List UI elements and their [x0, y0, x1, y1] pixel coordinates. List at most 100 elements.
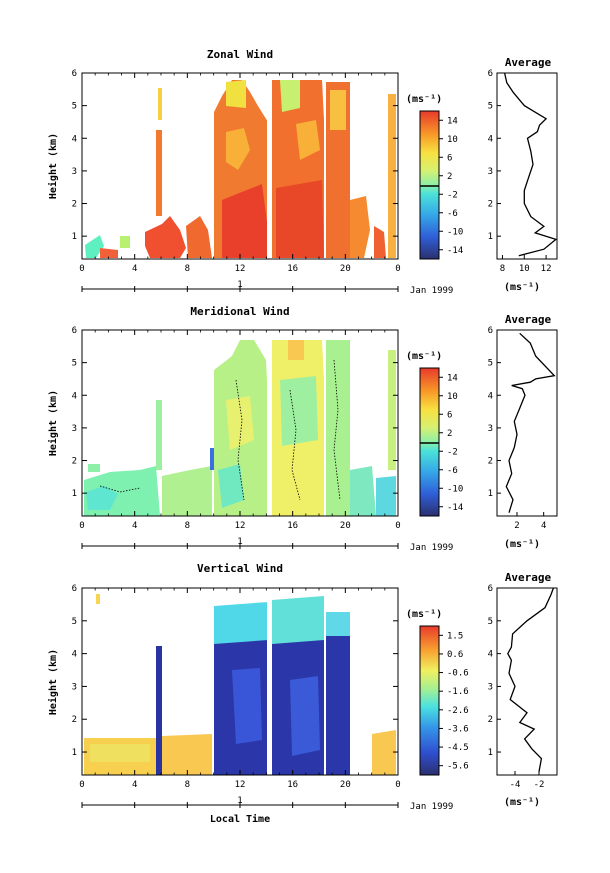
- y-axis-label: Height (km): [47, 649, 59, 715]
- average-x-tick-label: 10: [519, 264, 530, 274]
- x-tick-label: 12: [235, 521, 246, 531]
- y-tick-label: 3: [72, 682, 77, 692]
- average-y-tick-label: 2: [488, 715, 493, 725]
- field-block: [280, 80, 300, 112]
- y-tick-label: 1: [72, 748, 77, 758]
- field-block: [156, 646, 162, 775]
- average-y-tick-label: 2: [488, 200, 493, 210]
- data-gap: [267, 338, 272, 518]
- field-block: [232, 668, 262, 744]
- field-block: [120, 236, 130, 248]
- x-tick-label: 0: [395, 780, 400, 790]
- y-tick-label: 6: [72, 326, 77, 336]
- zero-contour: [289, 389, 301, 501]
- date-marker: 1: [237, 796, 242, 806]
- field-block: [222, 184, 268, 258]
- y-tick-label: 4: [72, 650, 77, 660]
- heatmap-cells: [84, 594, 396, 776]
- average-profile: [505, 332, 556, 513]
- panel-title: Meridional Wind: [190, 305, 289, 318]
- colorbar-tick-label: -6: [447, 209, 458, 219]
- y-ticks: 1 2 3 4 5 6: [72, 69, 398, 242]
- colorbar-tick-label: -4.5: [447, 743, 469, 753]
- colorbar-tick-label: -14: [447, 246, 463, 256]
- colorbar-tick-label: 2: [447, 429, 452, 439]
- zero-contour: [333, 359, 341, 501]
- average-x-tick-label: 4: [541, 521, 546, 531]
- x-tick-label: 16: [287, 521, 298, 531]
- average-y-tick-label: 5: [488, 617, 493, 627]
- x-tick-label: 20: [340, 264, 351, 274]
- colorbar-tick-label: 10: [447, 392, 458, 402]
- field-block: [85, 235, 104, 258]
- field-block: [388, 94, 396, 258]
- heatmap-cells: [85, 80, 396, 260]
- x-tick-label: 8: [185, 780, 190, 790]
- average-xlabel: (ms⁻¹): [504, 539, 540, 550]
- panel-vertical-wind: Vertical Wind Height (km) 0 4 8 12 16 20 0 123…: [47, 562, 558, 825]
- colorbar-unit: (ms⁻¹): [406, 94, 442, 105]
- field-block: [214, 602, 268, 644]
- average-title: Average: [505, 56, 552, 69]
- colorbar-unit: (ms⁻¹): [406, 609, 442, 620]
- field-block: [280, 376, 318, 446]
- colorbar-tick-label: -2: [447, 447, 458, 457]
- colorbar-scale: [419, 625, 440, 776]
- field-block: [296, 120, 320, 160]
- y-tick-label: 2: [72, 457, 77, 467]
- x-tick-label: 0: [79, 264, 84, 274]
- y-ticks: 1 2 3 4 5 6: [72, 584, 398, 758]
- y-tick-label: 4: [72, 134, 77, 144]
- y-axis-label: Height (km): [47, 390, 59, 456]
- field-block: [288, 340, 304, 360]
- average-x-tick-label: 2: [514, 521, 519, 531]
- y-tick-label: 5: [72, 359, 77, 369]
- colorbar-scale: [419, 367, 440, 517]
- colorbar-ticks: 14 10 6 2 -2 -6 -10 -14: [439, 373, 463, 513]
- average-y-tick-label: 1: [488, 489, 493, 499]
- panel-meridional-wind: Meridional Wind Height (km): [47, 305, 558, 553]
- field-block: [374, 226, 386, 258]
- field-block: [326, 340, 350, 516]
- average-y-tick-label: 5: [488, 102, 493, 112]
- y-tick-label: 3: [72, 167, 77, 177]
- field-block: [276, 180, 324, 258]
- zero-contour: [235, 379, 245, 501]
- colorbar-scale: [419, 110, 440, 260]
- x-tick-label: 0: [395, 264, 400, 274]
- field-block: [226, 396, 254, 450]
- y-tick-label: 1: [72, 232, 77, 242]
- colorbar-tick-label: -2.6: [447, 706, 469, 716]
- average-frame: [496, 329, 558, 517]
- field-block: [145, 216, 186, 258]
- date-marker: 1: [237, 280, 242, 290]
- colorbar: (ms⁻¹) 14 10 6 2 -2 -6 -10 -14: [406, 351, 463, 517]
- field-block: [86, 486, 118, 510]
- colorbar-tick-label: -6: [447, 466, 458, 476]
- colorbar: (ms⁻¹) 14 10 6 2 -2 -6 -10 -14: [406, 94, 463, 260]
- average-y-tick-label: 3: [488, 424, 493, 434]
- average-y-tick-label: 6: [488, 69, 493, 79]
- field-block: [90, 744, 150, 762]
- average-y-tick-label: 1: [488, 748, 493, 758]
- date-marker: 1: [237, 537, 242, 547]
- field-block: [350, 466, 376, 516]
- field-block: [226, 128, 250, 170]
- average-y-tick-label: 2: [488, 457, 493, 467]
- colorbar-tick-label: 14: [447, 116, 458, 126]
- field-block: [330, 90, 346, 130]
- field-block: [350, 196, 370, 258]
- colorbar-tick-label: -3.6: [447, 724, 469, 734]
- average-y-tick-label: 6: [488, 584, 493, 594]
- colorbar-tick-label: 14: [447, 373, 458, 383]
- field-block: [156, 130, 162, 216]
- field-block: [162, 734, 212, 775]
- colorbar-tick-label: -10: [447, 227, 463, 237]
- average-x-tick-label: -2: [534, 780, 545, 790]
- y-axis-label: Height (km): [47, 133, 59, 199]
- y-tick-label: 6: [72, 584, 77, 594]
- colorbar-tick-label: 10: [447, 135, 458, 145]
- date-axis: 1 Jan 1999 Local Time: [82, 796, 453, 825]
- field-block: [372, 730, 396, 775]
